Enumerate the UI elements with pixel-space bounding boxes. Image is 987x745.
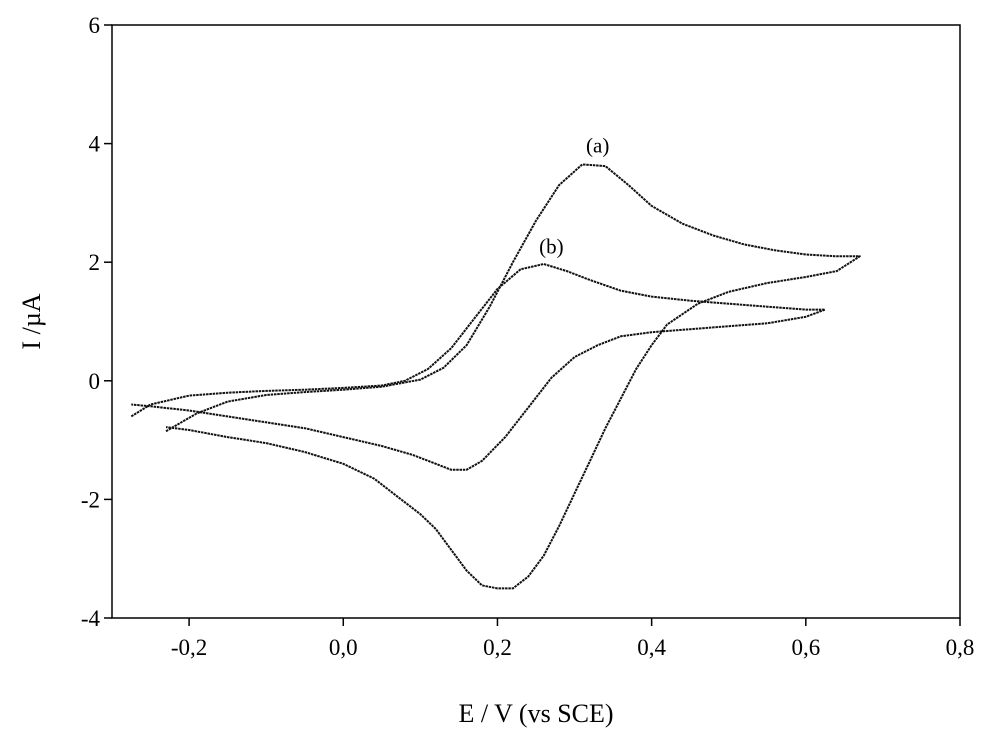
y-tick-label: 6 <box>89 13 101 38</box>
x-axis-title: E / V (vs SCE) <box>458 699 613 728</box>
series-label-b: (b) <box>539 234 564 258</box>
x-tick-label: 0,6 <box>791 635 820 660</box>
series-layer: (a) (b) <box>130 133 861 590</box>
x-tick-label: 0,4 <box>637 635 666 660</box>
series-label-a: (a) <box>586 133 609 157</box>
x-tick-label: 0,0 <box>329 635 358 660</box>
y-tick-label: -4 <box>81 606 101 631</box>
x-tick-label: 0,8 <box>946 635 975 660</box>
y-tick-label: 2 <box>89 250 101 275</box>
y-tick-label: 4 <box>89 132 101 157</box>
x-axis: -0,2 0,0 0,2 0,4 0,6 0,8 <box>171 618 974 660</box>
y-tick-label: -2 <box>81 487 100 512</box>
x-tick-label: 0,2 <box>483 635 512 660</box>
series-line-a <box>165 163 861 590</box>
plot-frame <box>111 24 961 619</box>
x-tick-label: -0,2 <box>171 635 207 660</box>
y-axis: -4 -2 0 2 4 6 <box>81 13 112 631</box>
y-tick-label: 0 <box>89 369 101 394</box>
series-line-b <box>130 263 827 471</box>
y-axis-title: I /µA <box>17 293 46 349</box>
